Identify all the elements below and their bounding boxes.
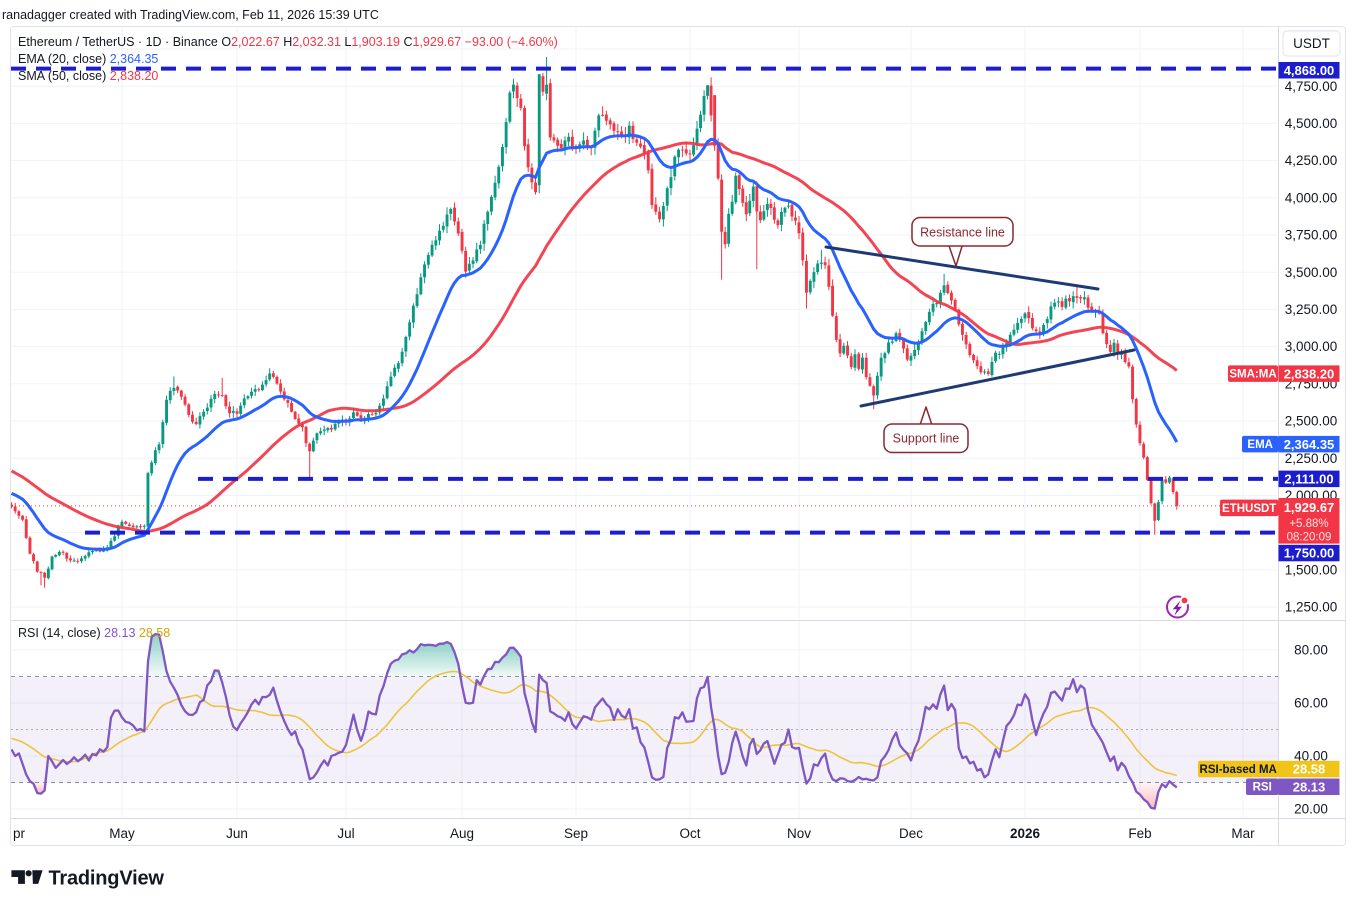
svg-text:RSI (14, close) 28.13 28.58: RSI (14, close) 28.13 28.58: [18, 626, 170, 640]
svg-text:4,250.00: 4,250.00: [1285, 153, 1338, 168]
svg-text:2026: 2026: [1010, 826, 1041, 841]
svg-text:2,111.00: 2,111.00: [1284, 472, 1333, 487]
svg-text:40.00: 40.00: [1294, 749, 1328, 764]
svg-text:Support line: Support line: [893, 432, 960, 446]
svg-text:28.13: 28.13: [1293, 779, 1326, 794]
svg-text:pr: pr: [13, 826, 26, 841]
svg-text:SMA (50, close) 2,838.20: SMA (50, close) 2,838.20: [18, 69, 158, 83]
svg-text:ETHUSDT: ETHUSDT: [1222, 503, 1276, 515]
svg-text:Nov: Nov: [787, 826, 811, 841]
svg-text:Jul: Jul: [337, 826, 354, 841]
svg-text:2,500.00: 2,500.00: [1285, 414, 1338, 429]
svg-text:Oct: Oct: [679, 826, 700, 841]
svg-text:RSI: RSI: [1253, 782, 1272, 794]
svg-text:May: May: [109, 826, 135, 841]
svg-text:2,364.35: 2,364.35: [1284, 437, 1335, 452]
svg-text:4,000.00: 4,000.00: [1285, 190, 1338, 205]
svg-text:1,500.00: 1,500.00: [1285, 562, 1338, 577]
svg-text:3,500.00: 3,500.00: [1285, 265, 1338, 280]
svg-text:2,250.00: 2,250.00: [1285, 451, 1338, 466]
svg-text:4,750.00: 4,750.00: [1285, 79, 1338, 94]
svg-text:1,750.00: 1,750.00: [1284, 546, 1335, 561]
svg-text:20.00: 20.00: [1294, 802, 1328, 817]
svg-text:Resistance line: Resistance line: [920, 226, 1005, 240]
svg-text:08:20:09: 08:20:09: [1287, 532, 1332, 544]
svg-text:60.00: 60.00: [1294, 696, 1328, 711]
svg-text:Mar: Mar: [1231, 826, 1255, 841]
svg-text:SMA:MA: SMA:MA: [1229, 369, 1276, 381]
svg-text:RSI-based MA: RSI-based MA: [1200, 764, 1277, 776]
svg-text:TradingView: TradingView: [49, 868, 165, 890]
svg-text:Ethereum / TetherUS · 1D · Bin: Ethereum / TetherUS · 1D · Binance O2,02…: [18, 35, 558, 49]
svg-text:Sep: Sep: [564, 826, 588, 841]
svg-text:4,868.00: 4,868.00: [1284, 63, 1335, 78]
svg-text:1,929.67: 1,929.67: [1284, 500, 1335, 515]
svg-text:ranadagger created with Tradin: ranadagger created with TradingView.com,…: [2, 8, 379, 22]
svg-text:3,750.00: 3,750.00: [1285, 228, 1338, 243]
svg-text:+5.88%: +5.88%: [1289, 518, 1328, 530]
svg-text:3,250.00: 3,250.00: [1285, 302, 1338, 317]
svg-text:28.58: 28.58: [1293, 762, 1326, 777]
svg-text:80.00: 80.00: [1294, 643, 1328, 658]
svg-text:EMA (20, close) 2,364.35: EMA (20, close) 2,364.35: [18, 52, 158, 66]
svg-text:Dec: Dec: [899, 826, 923, 841]
svg-text:Feb: Feb: [1128, 826, 1151, 841]
svg-text:2,838.20: 2,838.20: [1284, 366, 1335, 381]
svg-text:Aug: Aug: [450, 826, 474, 841]
svg-text:USDT: USDT: [1293, 36, 1330, 51]
svg-text:1,250.00: 1,250.00: [1285, 600, 1338, 615]
svg-text:EMA: EMA: [1247, 439, 1273, 451]
svg-text:Jun: Jun: [226, 826, 248, 841]
svg-text:3,000.00: 3,000.00: [1285, 339, 1338, 354]
svg-text:4,500.00: 4,500.00: [1285, 116, 1338, 131]
